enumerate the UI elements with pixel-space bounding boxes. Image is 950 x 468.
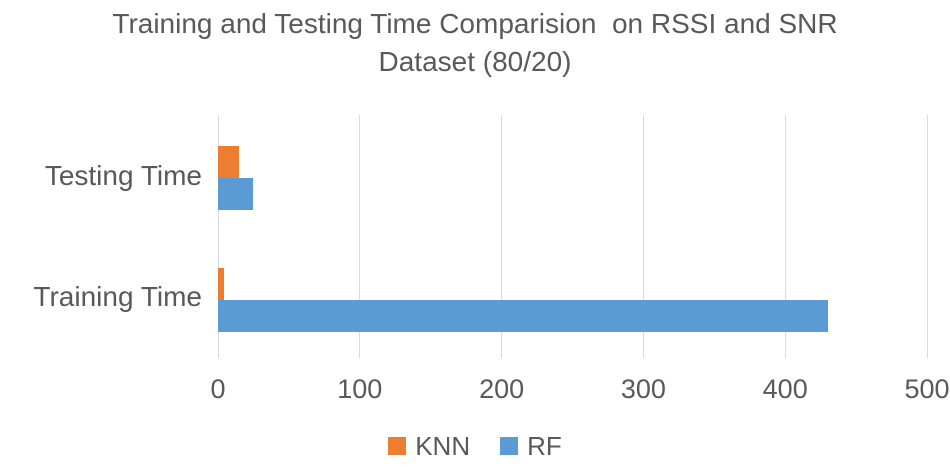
gridline-300: [642, 115, 644, 358]
gridline-100: [359, 115, 361, 358]
legend-item-knn: KNN: [388, 433, 470, 459]
chart-title: Training and Testing Time Comparision on…: [0, 5, 950, 81]
x-tick-label-300: 300: [620, 374, 666, 404]
x-tick-label-0: 0: [210, 374, 226, 404]
bar-knn-testing-time: [218, 146, 240, 178]
legend-label-rf: RF: [527, 431, 562, 461]
gridline-400: [784, 115, 786, 358]
category-label-training-time: Training Time: [33, 281, 202, 313]
x-tick-label-400: 400: [762, 374, 808, 404]
category-label-testing-time: Testing Time: [44, 159, 202, 191]
x-tick-label-500: 500: [904, 374, 950, 404]
plot-area: [217, 115, 928, 358]
gridline-0: [217, 115, 219, 358]
gridline-500: [926, 115, 928, 358]
bar-knn-training-time: [218, 267, 224, 300]
bar-rf-training-time: [218, 299, 828, 332]
chart-title-line-1: Training and Testing Time Comparision on…: [112, 8, 838, 39]
chart-title-line-2: Dataset (80/20): [378, 46, 572, 77]
gridline-200: [501, 115, 503, 358]
legend-label-knn: KNN: [415, 431, 471, 461]
bar-rf-testing-time: [218, 178, 254, 210]
x-tick-label-200: 200: [479, 374, 525, 404]
legend: KNN RF: [0, 433, 950, 459]
x-tick-label-100: 100: [337, 374, 383, 404]
legend-item-rf: RF: [500, 433, 562, 459]
legend-swatch-knn: [388, 437, 407, 455]
legend-swatch-rf: [500, 437, 519, 455]
